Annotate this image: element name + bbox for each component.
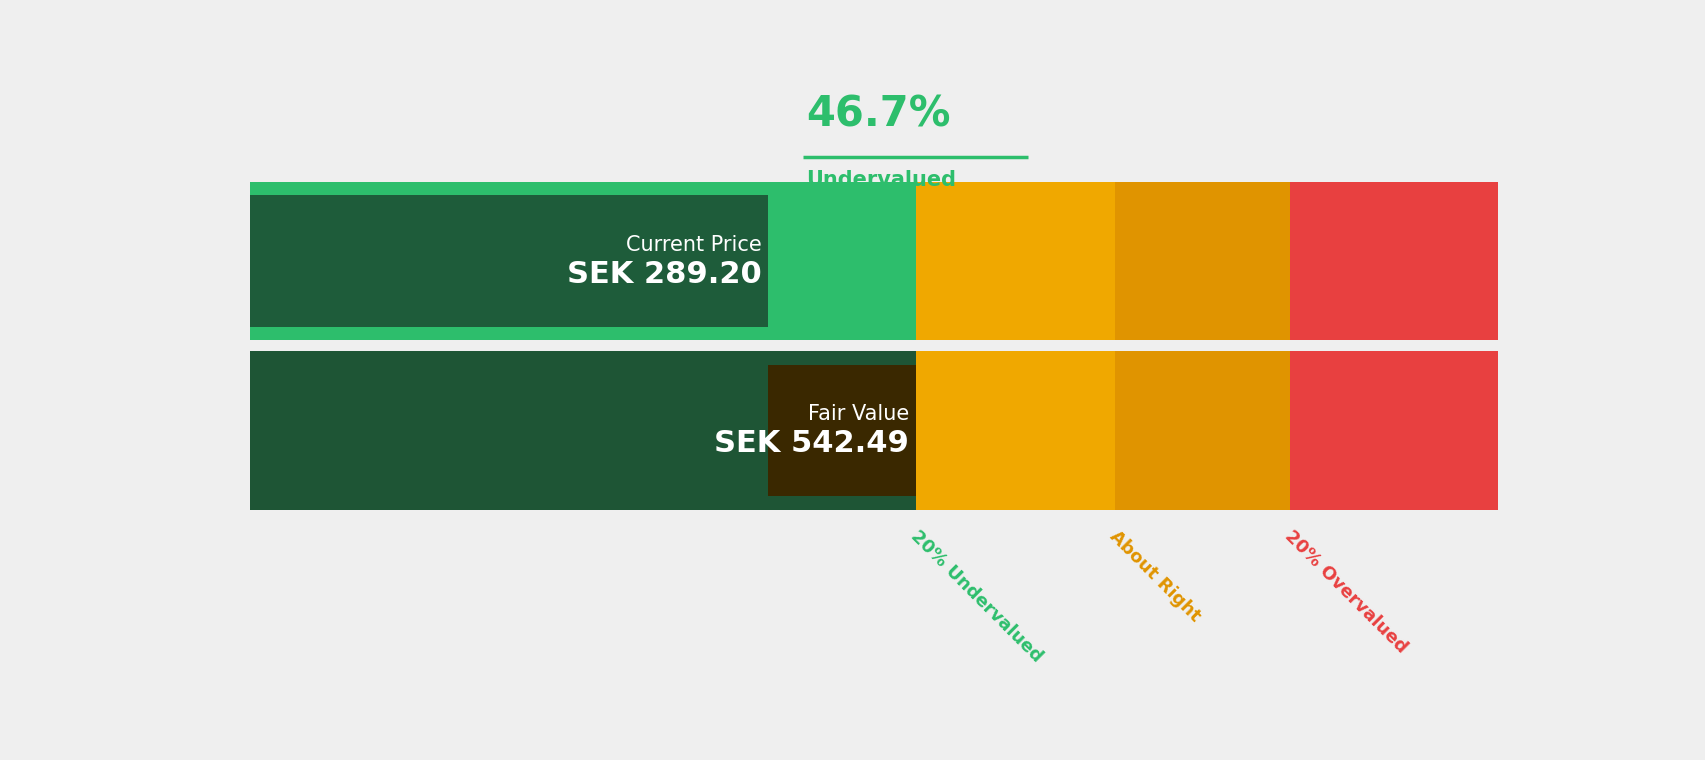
Bar [767, 365, 916, 496]
Bar [916, 182, 1115, 340]
Bar [251, 351, 916, 510]
Text: Fair Value: Fair Value [806, 404, 909, 424]
Text: 20% Overvalued: 20% Overvalued [1280, 527, 1410, 657]
Bar [251, 351, 916, 510]
Text: 20% Undervalued: 20% Undervalued [907, 527, 1045, 666]
Text: About Right: About Right [1107, 527, 1204, 625]
Bar [1115, 182, 1289, 340]
Bar [1289, 182, 1497, 340]
Text: Undervalued: Undervalued [805, 170, 955, 190]
Text: Current Price: Current Price [626, 235, 760, 255]
Text: SEK 289.20: SEK 289.20 [566, 260, 760, 289]
Bar [251, 182, 916, 340]
Bar [251, 195, 767, 327]
Bar [1289, 351, 1497, 510]
Bar [916, 351, 1115, 510]
Text: 46.7%: 46.7% [805, 93, 950, 135]
Bar [1115, 351, 1289, 510]
Text: SEK 542.49: SEK 542.49 [714, 429, 909, 458]
